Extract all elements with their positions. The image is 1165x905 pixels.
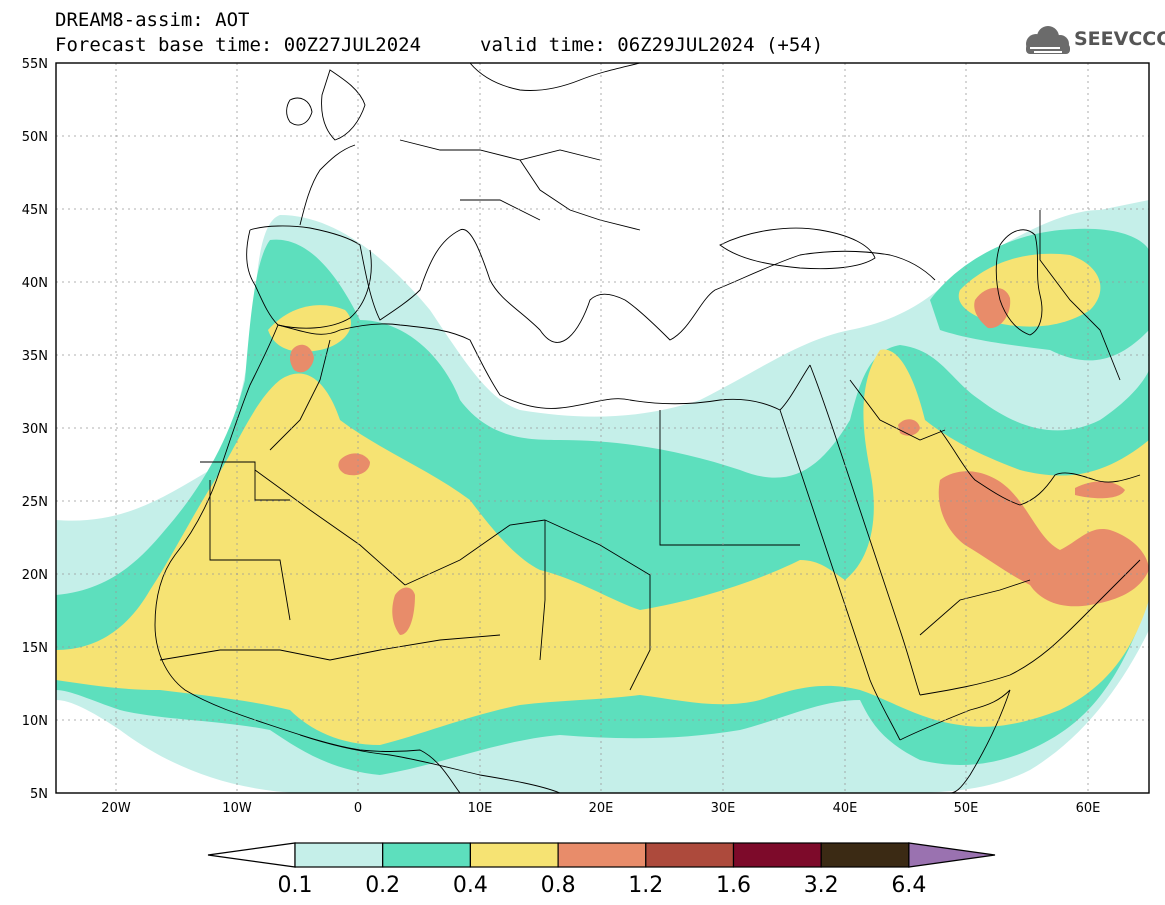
lon-label: 20E: [589, 801, 614, 816]
lat-label: 10N: [22, 714, 48, 729]
aot-band-0.8-morocco: [289, 344, 314, 373]
lat-label: 30N: [22, 422, 48, 437]
colorbar-bin: [645, 842, 735, 868]
colorbar-label: 1.6: [716, 873, 751, 898]
aot-band-0.8-sahel: [392, 587, 415, 635]
lat-label: 15N: [22, 641, 48, 656]
north-africa-coast: [277, 323, 811, 411]
aot-band-0.8-algeria: [338, 453, 370, 476]
colorbar-label: 1.2: [628, 873, 663, 898]
colorbar: 0.1 0.2 0.4 0.8 1.2 1.6 3.2 6.4: [207, 842, 996, 898]
lon-label: 0: [354, 801, 362, 816]
aot-band-0.8-uae: [1075, 481, 1125, 499]
seevccc-logo: [1026, 26, 1070, 54]
lat-label: 55N: [22, 57, 48, 72]
border-algeria-mali: [254, 469, 406, 586]
map-title: DREAM8-assim: AOT: [55, 9, 250, 31]
colorbar-label: 0.4: [453, 873, 488, 898]
lat-label: 20N: [22, 568, 48, 583]
atlantic-africa-coast: [154, 324, 461, 793]
map-frame: [55, 62, 1150, 794]
black-sea-outline: [719, 227, 876, 270]
lon-label: 10E: [468, 801, 493, 816]
border-niger: [404, 519, 546, 586]
colorbar-label: 6.4: [891, 873, 926, 898]
border-europe-2: [519, 159, 641, 231]
arabia-south-coast: [919, 559, 1141, 696]
lon-label: 10W: [222, 801, 252, 816]
red-sea-west-coast: [779, 409, 901, 741]
colorbar-bin: [469, 842, 559, 868]
colorbar-bin: [820, 842, 910, 868]
colorbar-high-arrow: [908, 842, 996, 868]
border-saudi-iraq: [849, 379, 946, 441]
lon-label: 20W: [101, 801, 131, 816]
forecast-base-time: Forecast base time: 00Z27JUL2024: [55, 34, 422, 56]
colorbar-label: 0.8: [541, 873, 576, 898]
ireland-outline: [286, 97, 313, 126]
horn-africa-coast: [899, 689, 1011, 793]
lat-label: 35N: [22, 349, 48, 364]
uk-outline: [321, 69, 366, 141]
border-chad-sudan: [544, 519, 651, 691]
colorbar-bin: [382, 842, 472, 868]
colorbar-bin: [732, 842, 822, 868]
valid-time: valid time: 06Z29JUL2024 (+54): [480, 34, 824, 56]
lat-labels: 55N 50N 45N 40N 35N 30N 25N 20N 15N 10N …: [22, 57, 48, 802]
lat-label: 5N: [30, 787, 48, 802]
colorbar-bin: [294, 842, 384, 868]
aot-band-0.8-caspian: [974, 287, 1011, 329]
lon-label: 50E: [954, 801, 979, 816]
colorbar-bin: [557, 842, 647, 868]
colorbar-low-arrow: [207, 842, 296, 868]
logo-text: SEEVCCC: [1074, 28, 1165, 50]
lat-label: 25N: [22, 495, 48, 510]
lon-label: 40E: [833, 801, 858, 816]
europe-coastline: [249, 225, 936, 343]
aot-band-0.4: [56, 349, 1149, 745]
lat-label: 45N: [22, 203, 48, 218]
border-europe-1: [399, 139, 601, 161]
colorbar-label: 3.2: [804, 873, 839, 898]
lon-label: 60E: [1076, 801, 1101, 816]
persian-gulf-coast: [939, 429, 1141, 506]
border-iran: [1039, 210, 1121, 381]
colorbar-label: 0.1: [278, 873, 313, 898]
border-morocco-algeria: [269, 339, 331, 451]
gulf-of-guinea-coast: [299, 734, 561, 793]
colorbar-label: 0.2: [365, 873, 400, 898]
border-libya-chad: [539, 520, 546, 661]
border-sahara: [200, 461, 290, 501]
border-libya-egypt: [659, 410, 800, 546]
lat-label: 40N: [22, 276, 48, 291]
caspian-outline: [995, 229, 1043, 336]
border-mali-mauritania: [209, 480, 291, 621]
graticule: [56, 63, 1149, 793]
aot-band-0.8-arabia: [938, 471, 1149, 607]
france-coast: [299, 144, 356, 226]
lon-labels: 20W 10W 0 10E 20E 30E 40E 50E 60E: [101, 801, 1100, 816]
border-europe-3: [460, 199, 541, 221]
red-sea-east-coast: [809, 364, 921, 696]
border-sahel: [159, 634, 501, 661]
coastlines-borders: [154, 63, 1141, 793]
lat-label: 50N: [22, 130, 48, 145]
scandinavia-coast: [469, 63, 641, 91]
lon-label: 30E: [711, 801, 736, 816]
aot-field: [56, 200, 1149, 793]
border-saudi-yemen: [919, 579, 1031, 636]
